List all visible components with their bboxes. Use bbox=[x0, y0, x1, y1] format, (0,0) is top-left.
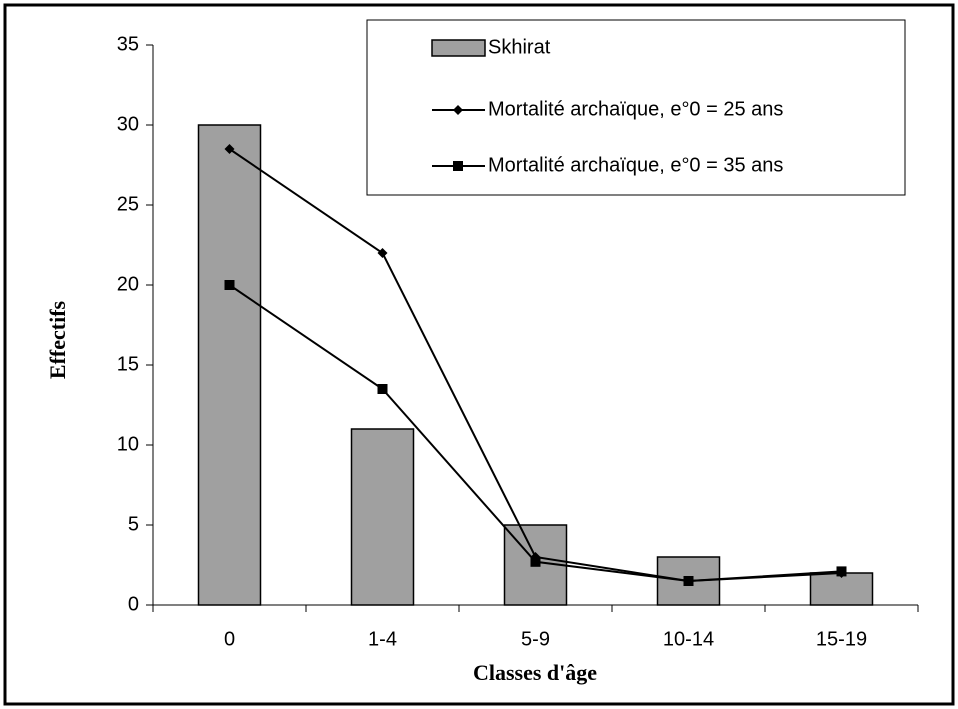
marker bbox=[224, 280, 235, 290]
y-axis-title: Effectifs bbox=[45, 300, 70, 379]
marker bbox=[836, 566, 847, 577]
y-tick-label: 15 bbox=[117, 353, 139, 375]
x-tick-label: 15-19 bbox=[816, 628, 867, 650]
y-tick-label: 30 bbox=[117, 113, 139, 135]
y-tick-label: 35 bbox=[117, 33, 139, 55]
legend-label: Mortalité archaïque, e°0 = 25 ans bbox=[488, 98, 783, 120]
marker bbox=[377, 384, 388, 394]
y-tick-label: 10 bbox=[117, 433, 139, 455]
x-axis-title: Classes d'âge bbox=[473, 660, 597, 685]
legend-label: Skhirat bbox=[488, 36, 551, 58]
legend-marker bbox=[453, 161, 463, 171]
x-tick-label: 5-9 bbox=[521, 628, 550, 650]
legend-label: Mortalité archaïque, e°0 = 35 ans bbox=[488, 154, 783, 176]
x-tick-label: 10-14 bbox=[663, 628, 714, 650]
y-tick-label: 0 bbox=[128, 593, 139, 615]
bar bbox=[197, 124, 262, 606]
line bbox=[228, 148, 842, 583]
x-tick-label: 1-4 bbox=[368, 628, 397, 650]
marker bbox=[530, 556, 541, 567]
marker bbox=[224, 144, 235, 154]
marker bbox=[377, 248, 388, 258]
legend-swatch bbox=[431, 39, 486, 57]
bar bbox=[350, 428, 415, 606]
x-tick-label: 0 bbox=[224, 628, 235, 650]
y-tick-label: 20 bbox=[117, 273, 139, 295]
y-tick-label: 5 bbox=[128, 513, 139, 535]
y-tick-label: 25 bbox=[117, 193, 139, 215]
chart-frame bbox=[3, 3, 955, 706]
legend-marker bbox=[453, 105, 463, 115]
marker bbox=[683, 576, 694, 586]
